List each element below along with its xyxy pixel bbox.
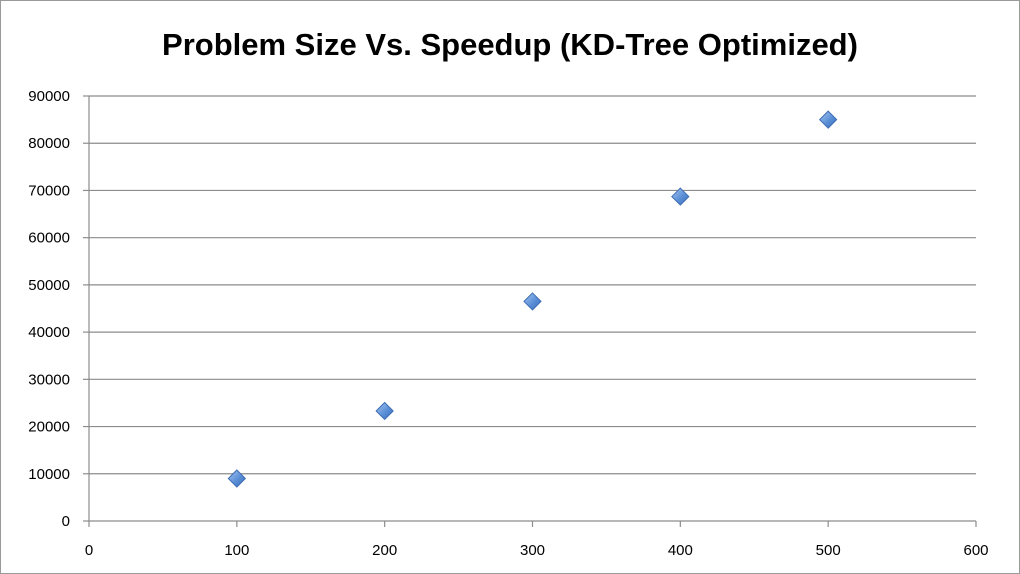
data-point: [818, 110, 838, 129]
y-tick-label: 90000: [28, 88, 70, 105]
y-tick-label: 10000: [28, 466, 70, 483]
y-tick-label: 70000: [28, 182, 70, 199]
x-tick-label: 0: [85, 542, 93, 559]
x-tick-label: 500: [816, 542, 841, 559]
x-tick-label: 600: [963, 542, 988, 559]
y-tick-label: 30000: [28, 371, 70, 388]
x-tick-label: 200: [372, 542, 397, 559]
y-tick-label: 40000: [28, 324, 70, 341]
data-point: [671, 187, 690, 206]
x-tick-label: 100: [224, 542, 249, 559]
y-tick-label: 60000: [28, 230, 70, 247]
y-tick-label: 20000: [28, 419, 70, 436]
data-point: [375, 401, 394, 421]
y-tick-label: 50000: [28, 277, 70, 294]
data-point: [523, 292, 542, 311]
x-tick-label: 300: [520, 542, 545, 559]
x-tick-label: 400: [668, 542, 693, 559]
data-point: [227, 469, 247, 488]
y-tick-label: 80000: [28, 135, 70, 152]
y-tick-label: 0: [62, 513, 70, 530]
chart-title: Problem Size Vs. Speedup (KD-Tree Optimi…: [162, 27, 858, 62]
